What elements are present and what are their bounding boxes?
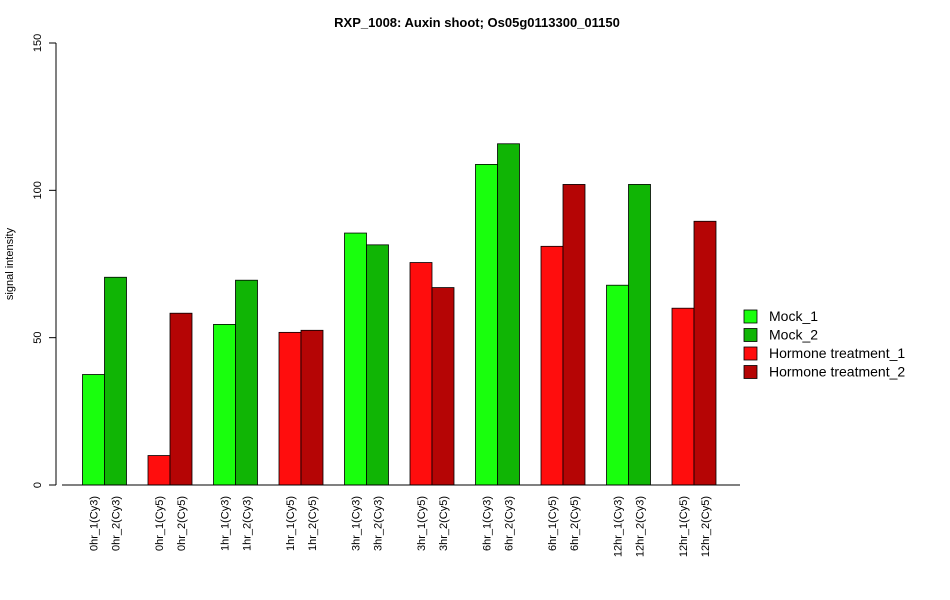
bar: [671, 307, 695, 486]
x-tick-label: 12hr_1(Cy3): [613, 496, 625, 557]
bar: [628, 184, 651, 486]
bar: [409, 262, 433, 486]
bar: [562, 184, 586, 486]
x-tick-label: 0hr_1(Cy3): [89, 496, 101, 551]
x-tick-label: 1hr_1(Cy5): [285, 496, 297, 551]
bar: [169, 312, 193, 486]
y-tick-label: 100: [32, 181, 44, 199]
x-tick-label: 1hr_2(Cy5): [307, 496, 319, 551]
x-tick-label: 6hr_2(Cy3): [504, 496, 516, 551]
y-tick-label: 0: [32, 482, 44, 488]
x-tick-label: 3hr_1(Cy3): [351, 496, 363, 551]
y-tick-label: 150: [32, 34, 44, 52]
x-tick-label: 3hr_2(Cy5): [438, 496, 450, 551]
bar: [235, 279, 258, 486]
bars-group: [82, 143, 717, 486]
bar: [540, 245, 564, 486]
y-axis: 0 50 100 150: [32, 34, 57, 488]
bar: [300, 329, 324, 486]
legend-swatch: [743, 346, 758, 361]
x-tick-label: 0hr_2(Cy5): [176, 496, 188, 551]
bar: [497, 143, 520, 486]
bar: [475, 164, 498, 486]
bar: [431, 287, 455, 486]
bar: [344, 232, 367, 486]
legend-label: Hormone treatment_1: [769, 345, 905, 361]
bar: [147, 455, 171, 486]
x-tick-label: 1hr_1(Cy3): [220, 496, 232, 551]
legend-swatch: [743, 328, 758, 342]
bar: [104, 276, 127, 486]
y-axis-label: signal intensity: [4, 227, 16, 300]
x-tick-label: 1hr_2(Cy3): [242, 496, 254, 551]
x-tick-label: 12hr_2(Cy3): [635, 496, 647, 557]
x-tick-label: 3hr_2(Cy3): [373, 496, 385, 551]
bar: [278, 331, 302, 486]
x-tick-label: 6hr_2(Cy5): [569, 496, 581, 551]
x-tick-label: 6hr_1(Cy3): [482, 496, 494, 551]
chart-title: RXP_1008: Auxin shoot; Os05g0113300_0115…: [334, 15, 620, 30]
bar: [606, 284, 629, 486]
x-tick-label: 12hr_1(Cy5): [678, 496, 690, 557]
bar: [366, 244, 389, 486]
legend-swatch: [743, 309, 758, 324]
y-tick-label: 50: [32, 332, 44, 344]
x-tick-label: 0hr_1(Cy5): [154, 496, 166, 551]
x-tick-label: 0hr_2(Cy3): [111, 496, 123, 551]
x-tick-label: 12hr_2(Cy5): [700, 496, 712, 557]
bar: [693, 220, 717, 486]
legend-label: Mock_1: [769, 308, 818, 324]
x-tick-label: 3hr_1(Cy5): [416, 496, 428, 551]
legend-label: Mock_2: [769, 327, 818, 343]
x-tick-labels: 0hr_1(Cy3) 0hr_2(Cy3) 0hr_1(Cy5) 0hr_2(Cy5)…: [89, 496, 713, 557]
legend-label: Hormone treatment_2: [769, 364, 905, 380]
legend-swatch: [743, 365, 758, 379]
bar: [213, 324, 236, 486]
x-tick-label: 6hr_1(Cy5): [547, 496, 559, 551]
legend: Mock_1 Mock_2 Hormone treatment_1 Hormone t…: [743, 308, 905, 380]
bar: [82, 374, 105, 486]
